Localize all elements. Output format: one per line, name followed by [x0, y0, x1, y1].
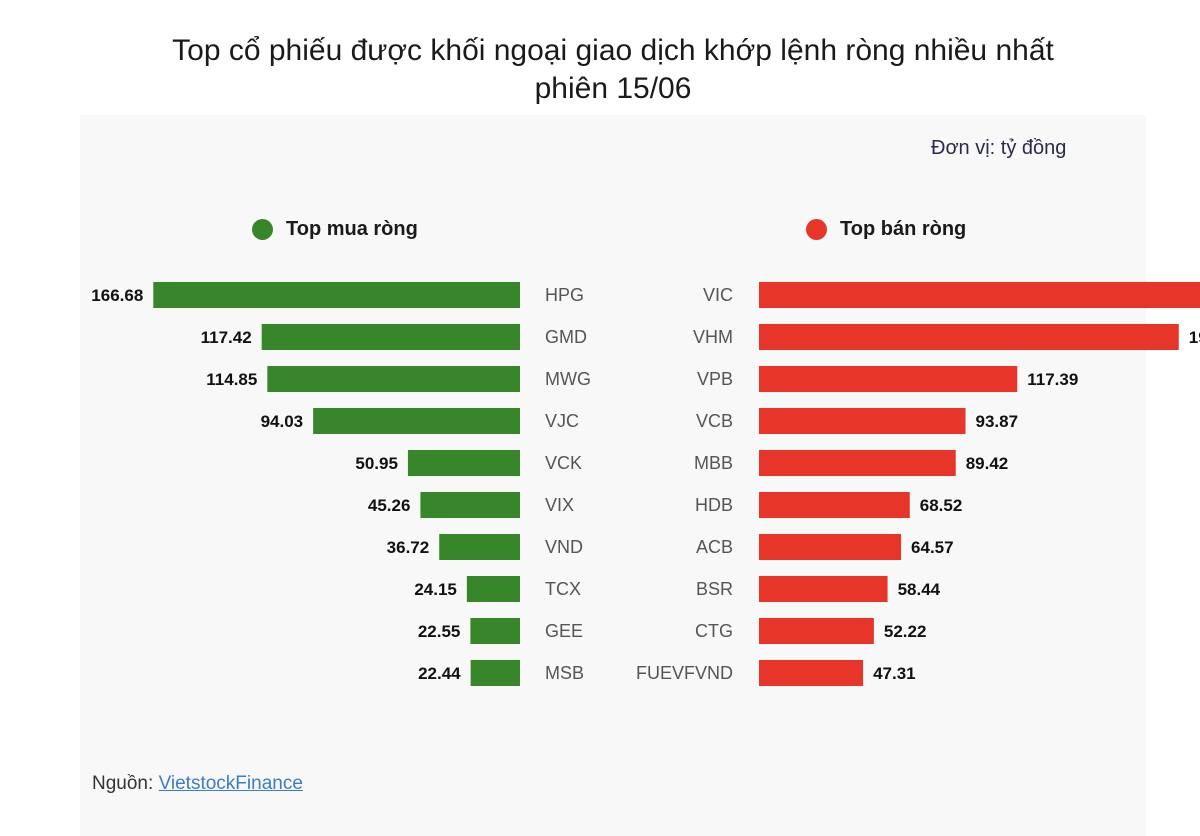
buy-category-label: MWG: [545, 369, 591, 389]
buy-bar-vnd: [439, 534, 520, 560]
sell-category-label: VIC: [703, 285, 733, 305]
buy-bar-mwg: [267, 366, 520, 392]
source-link[interactable]: VietstockFinance: [158, 773, 303, 794]
buy-category-label: VJC: [545, 411, 579, 431]
buy-category-label: HPG: [545, 285, 584, 305]
sell-value-label: 89.42: [966, 454, 1009, 473]
sell-bar-vhm: [759, 324, 1179, 350]
sell-value-label: 64.57: [911, 538, 954, 557]
buy-category-label: VIX: [545, 495, 574, 515]
legend-buy-label: Top mua ròng: [286, 218, 418, 240]
chart-title: Top cổ phiếu được khối ngoại giao dịch k…: [0, 32, 1200, 108]
sell-value-label: 93.87: [976, 412, 1019, 431]
sell-category-label: VCB: [696, 411, 733, 431]
buy-value-label: 166.68: [91, 286, 143, 305]
sell-bar-fuevfvnd: [759, 660, 864, 686]
sell-bar-vic: [759, 282, 1200, 308]
sell-value-label: 47.31: [873, 664, 916, 683]
sell-value-label: 58.44: [898, 580, 941, 599]
buy-bar-hpg: [153, 282, 520, 308]
sell-value-label: 68.52: [920, 496, 963, 515]
sell-value-label: 190.80: [1189, 328, 1200, 347]
legend-buy: Top mua ròng: [252, 218, 418, 241]
source-prefix: Nguồn:: [92, 773, 154, 794]
buy-value-label: 114.85: [206, 370, 257, 389]
buy-bar-tcx: [466, 576, 520, 602]
buy-category-label: VND: [545, 537, 583, 557]
legend-sell-label: Top bán ròng: [840, 218, 967, 240]
sell-category-label: FUEVFVND: [636, 663, 733, 683]
buy-bar-vix: [420, 492, 520, 518]
sell-value-label: 117.39: [1027, 370, 1078, 389]
buy-bar-gmd: [261, 324, 520, 350]
buy-value-label: 45.26: [368, 496, 411, 515]
buy-value-label: 22.55: [418, 622, 461, 641]
sell-category-label: BSR: [696, 579, 733, 599]
sell-category-label: ACB: [696, 537, 733, 557]
sell-category-label: CTG: [695, 621, 733, 641]
legend-sell-dot: [806, 219, 827, 240]
buy-value-label: 36.72: [387, 538, 430, 557]
buy-bar-vjc: [313, 408, 520, 434]
sell-category-label: VPB: [697, 369, 733, 389]
sell-category-label: VHM: [693, 327, 733, 347]
sell-category-label: HDB: [695, 495, 733, 515]
buy-category-label: TCX: [545, 579, 581, 599]
buy-value-label: 50.95: [355, 454, 398, 473]
chart-title-line-2: phiên 15/06: [534, 72, 692, 105]
buy-category-label: GMD: [545, 327, 587, 347]
sell-bar-bsr: [759, 576, 888, 602]
buy-value-label: 94.03: [261, 412, 304, 431]
sell-bar-vcb: [759, 408, 966, 434]
sell-category-label: MBB: [694, 453, 733, 473]
sell-bar-ctg: [759, 618, 874, 644]
chart-title-line-1: Top cổ phiếu được khối ngoại giao dịch k…: [172, 34, 1054, 67]
unit-label: Đơn vị: tỷ đồng: [931, 137, 1067, 159]
legend-sell: Top bán ròng: [806, 218, 966, 241]
buy-category-label: MSB: [545, 663, 584, 683]
sell-bar-vpb: [759, 366, 1018, 392]
sell-value-label: 52.22: [884, 622, 927, 641]
buy-bar-gee: [470, 618, 520, 644]
buy-bar-msb: [470, 660, 520, 686]
buy-category-label: GEE: [545, 621, 583, 641]
sell-bar-mbb: [759, 450, 956, 476]
sell-bar-acb: [759, 534, 902, 560]
buy-bar-vck: [407, 450, 520, 476]
sell-bar-hdb: [759, 492, 910, 518]
buy-value-label: 24.15: [414, 580, 457, 599]
legend-buy-dot: [252, 219, 273, 240]
buy-value-label: 117.42: [201, 328, 252, 347]
source-note: Nguồn: VietstockFinance: [92, 773, 303, 795]
buy-category-label: VCK: [545, 453, 582, 473]
buy-value-label: 22.44: [418, 664, 461, 683]
